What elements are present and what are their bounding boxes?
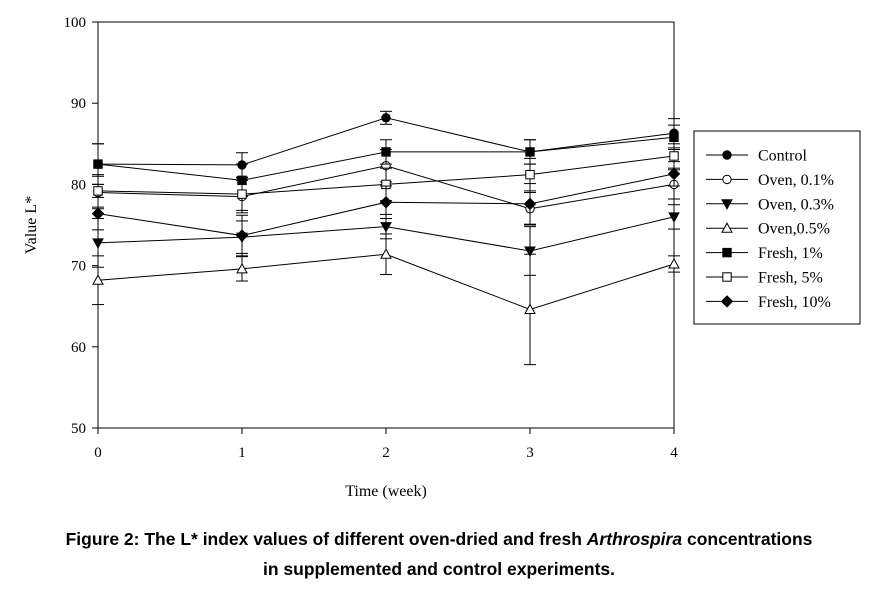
legend-label: Oven, 0.3%: [758, 196, 834, 213]
caption-line-2: in supplemented and control experiments.: [262, 559, 615, 579]
data-point: [93, 186, 103, 196]
x-tick-label: 2: [382, 445, 390, 461]
data-point: [91, 207, 105, 220]
y-tick-label: 70: [71, 259, 86, 275]
data-point: [380, 248, 392, 259]
caption-prefix: Figure 2: The L* index values of differe…: [65, 529, 587, 549]
legend-entry-2: Oven, 0.1%: [706, 172, 834, 189]
data-point: [236, 262, 248, 274]
legend-entry-1: Control: [706, 148, 807, 165]
series-5: [92, 124, 680, 198]
legend-entry-4: Oven,0.5%: [706, 221, 830, 238]
x-axis-label: Time (week): [345, 483, 427, 500]
series-4: [92, 233, 680, 366]
legend-label: Fresh, 5%: [758, 270, 823, 287]
data-point: [524, 303, 536, 314]
legend-entry-3: Oven, 0.3%: [706, 196, 834, 213]
series-7: [91, 161, 681, 257]
caption-line-1: Figure 2: The L* index values of differe…: [0, 524, 878, 554]
data-point: [525, 147, 535, 157]
y-tick-label: 80: [71, 177, 86, 193]
legend-label: Fresh, 10%: [758, 294, 831, 311]
data-point: [235, 229, 249, 242]
data-point: [380, 222, 392, 233]
y-axis-label: Value L*: [23, 196, 40, 254]
data-point: [668, 212, 680, 223]
y-tick-label: 100: [64, 15, 87, 31]
data-point: [667, 167, 681, 181]
caption-italic: Arthrospira: [586, 529, 683, 549]
data-point: [92, 274, 104, 285]
legend-label: Fresh, 1%: [758, 245, 823, 262]
legend-marker: [722, 247, 732, 258]
x-tick-label: 0: [94, 445, 102, 461]
data-point: [93, 159, 103, 169]
data-point: [379, 196, 393, 209]
legend-marker: [721, 199, 733, 210]
legend-entry-5: Fresh, 1%: [706, 245, 823, 262]
y-tick-label: 60: [71, 340, 86, 356]
x-tick-label: 3: [526, 445, 534, 461]
legend-entry-7: Fresh, 10%: [706, 294, 831, 311]
plot-area: 50 60 70 80 90 100 0 1 2 3 4: [64, 15, 681, 461]
legend-marker: [722, 174, 732, 185]
legend-marker: [720, 295, 734, 308]
data-point: [381, 147, 391, 157]
caption-suffix: concentrations: [682, 529, 813, 549]
data-point: [668, 257, 680, 269]
y-tick-label: 50: [71, 421, 86, 437]
x-tick-label: 1: [238, 445, 246, 461]
legend-marker: [721, 222, 733, 233]
data-point: [669, 151, 679, 161]
data-point: [524, 246, 536, 258]
figure-caption: Figure 2: The L* index values of differe…: [0, 524, 878, 584]
data-point: [381, 113, 391, 123]
legend-label: Oven,0.5%: [758, 221, 830, 238]
legend: Control Oven, 0.1% Oven, 0.3% Oven,0.5% Fres…: [693, 130, 861, 325]
legend-box: [693, 130, 861, 325]
x-tick-label: 4: [670, 445, 678, 461]
legend-label: Control: [758, 148, 807, 165]
series-3: [92, 204, 680, 276]
data-point: [237, 189, 247, 199]
legend-marker: [722, 150, 732, 160]
y-tick-label: 90: [71, 96, 86, 112]
data-point: [525, 169, 535, 180]
legend-entry-6: Fresh, 5%: [706, 270, 823, 287]
legend-label: Oven, 0.1%: [758, 172, 834, 189]
data-point: [669, 132, 679, 143]
data-point: [92, 238, 104, 249]
data-point: [523, 197, 537, 211]
legend-marker: [722, 272, 732, 282]
